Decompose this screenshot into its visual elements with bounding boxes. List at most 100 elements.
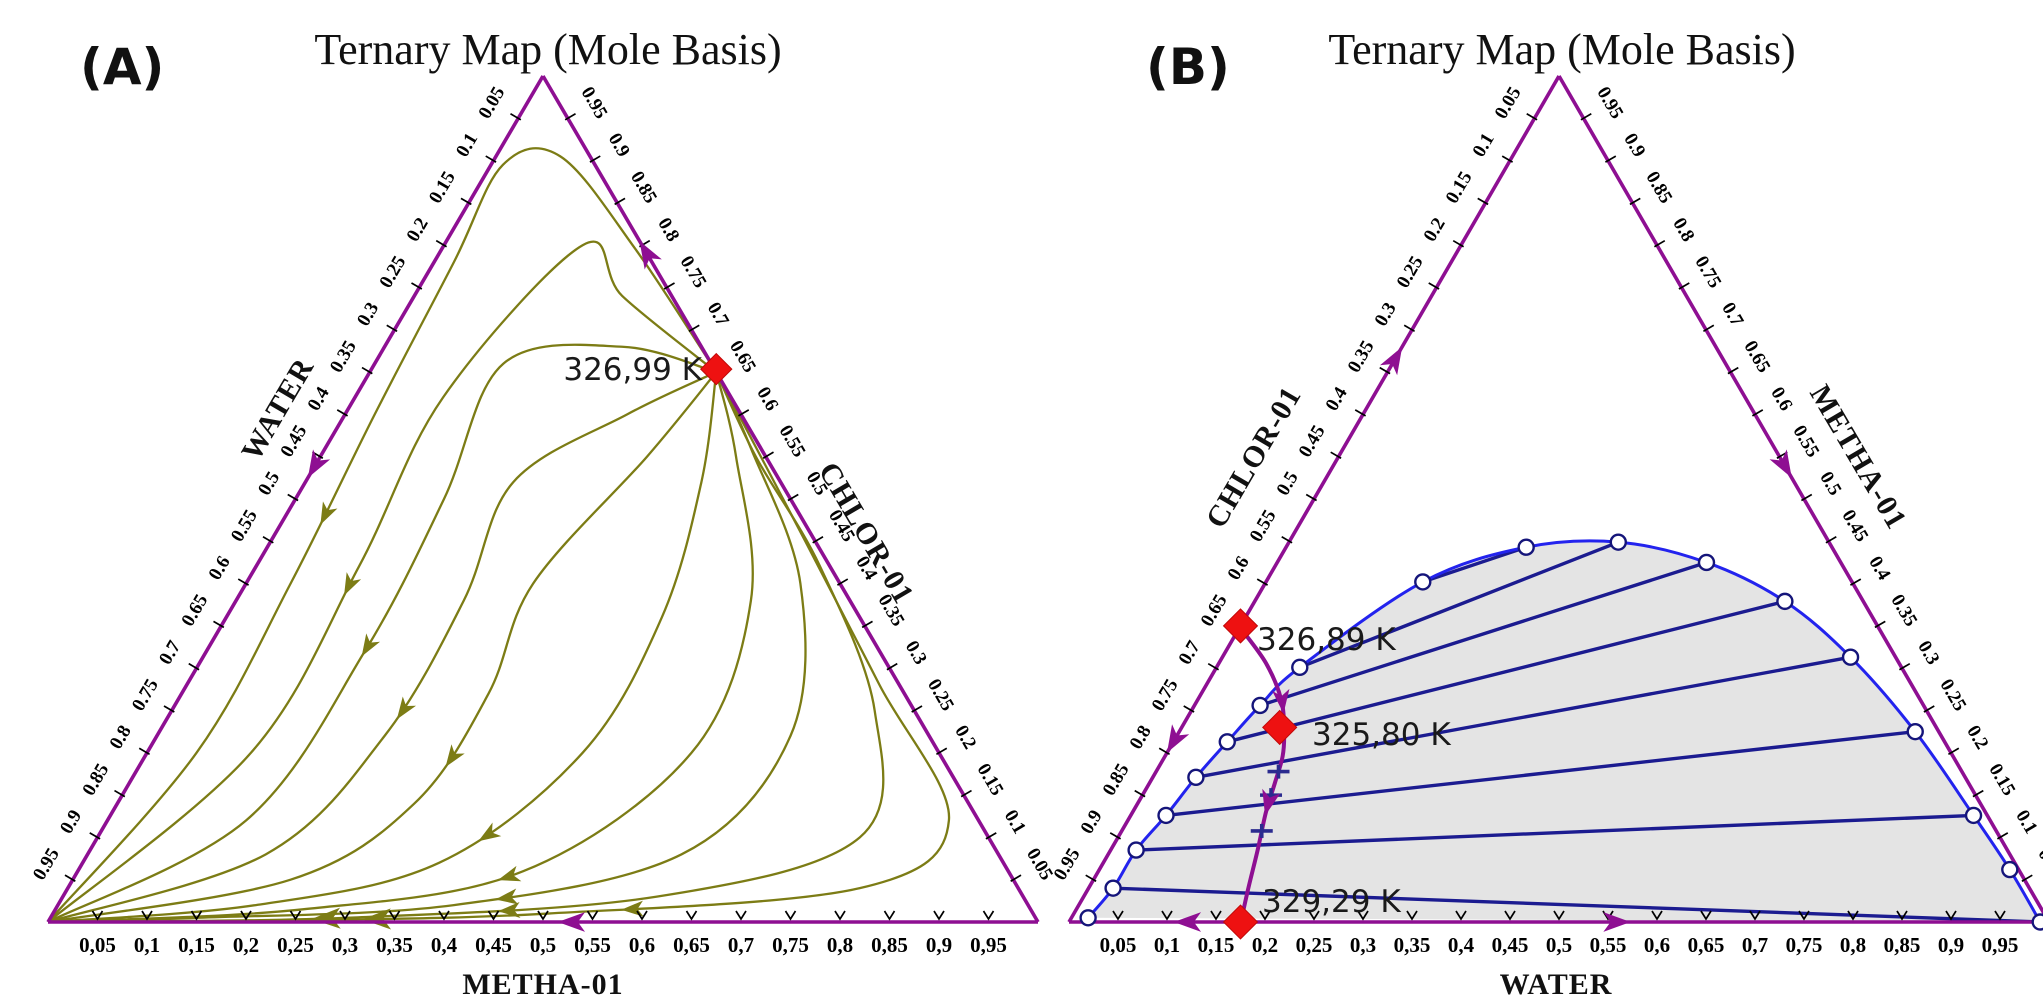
residue-curve-arrow	[478, 822, 502, 842]
tick-label: 0,4	[1448, 933, 1475, 957]
tick-mark	[188, 662, 200, 671]
tick-label: 0.95	[1592, 83, 1627, 122]
tick-label: 0,15	[178, 933, 215, 957]
tick-label: 0,4	[431, 933, 458, 957]
tick-mark	[1996, 832, 2009, 840]
tick-label: 0.7	[155, 637, 185, 669]
binodal-point	[1609, 533, 1627, 551]
ternary-panel-B: (B) Ternary Map (Mole Basis) 0.05 0.1 0.15…	[1050, 25, 2043, 1001]
tick-mark	[237, 578, 250, 586]
tick-label: 0,5	[530, 933, 556, 957]
tick-mark	[911, 705, 923, 713]
tick-mark	[688, 324, 700, 333]
tick-mark	[812, 536, 824, 544]
tick-mark	[190, 910, 203, 921]
tick-mark	[1825, 536, 1837, 544]
tick-mark	[663, 282, 675, 290]
binodal-point	[1517, 538, 1535, 556]
tick-label: 0.8	[106, 722, 136, 753]
tick-mark	[1452, 239, 1465, 248]
tick-mark	[1207, 662, 1220, 671]
tick-mark	[933, 910, 945, 921]
tick-mark	[1210, 910, 1222, 921]
tick-label: 0.9	[56, 806, 86, 837]
panel-a-title: Ternary Map (Mole Basis)	[314, 25, 781, 74]
tick-label: 0.35	[326, 337, 361, 376]
tick-label: 0.7	[703, 299, 733, 331]
binodal-point	[1414, 573, 1432, 591]
tick-label: 0,1	[1154, 933, 1180, 957]
binodal-point	[1841, 648, 1860, 666]
tick-mark	[586, 910, 599, 921]
tick-mark	[1629, 197, 1641, 206]
tick-mark	[982, 910, 995, 921]
two-phase-region-fill	[1088, 540, 2041, 922]
tie-line	[1165, 729, 1916, 818]
tick-label: 0.3	[1371, 299, 1401, 330]
tick-mark	[1678, 282, 1690, 290]
tick-mark	[1354, 409, 1367, 417]
tick-mark	[1604, 155, 1617, 163]
tick-mark	[1403, 324, 1416, 333]
tick-label: 0.6	[752, 383, 782, 414]
tick-label: 0,7	[728, 933, 754, 957]
tick-label: 0.35	[1886, 591, 1921, 630]
tick-label: 0.6	[1766, 384, 1796, 415]
tick-label: 0.8	[1668, 214, 1698, 245]
tick-label: 0.55	[775, 422, 810, 461]
tick-label: 0.2	[950, 722, 980, 753]
tick-label: 0,55	[574, 933, 611, 957]
tick-mark	[1849, 578, 1862, 586]
binodal-point	[1964, 806, 1983, 825]
panel-b-label: (B)	[1146, 38, 1230, 96]
tick-mark	[336, 409, 349, 417]
tick-mark	[614, 197, 626, 206]
tie-line	[1259, 560, 1708, 708]
tick-mark	[685, 910, 698, 921]
tick-label: 0,9	[926, 933, 952, 957]
tick-label: 0,95	[1982, 933, 2019, 957]
tick-mark	[589, 155, 601, 163]
tick-label: 0.75	[1148, 676, 1183, 715]
tick-mark	[1158, 747, 1171, 756]
tick-mark	[262, 536, 274, 544]
tick-label: 0,15	[1198, 933, 1235, 957]
tick-label: 0.1	[1469, 130, 1499, 161]
axis-direction-arrow	[307, 449, 331, 478]
residue-curve	[47, 371, 754, 924]
residue-curve	[47, 343, 717, 924]
residue-curve	[47, 240, 717, 923]
tick-label: 0.15	[1442, 168, 1477, 207]
tick-label: 0.05	[1022, 845, 1057, 884]
tick-label: 0,65	[673, 933, 710, 957]
tick-mark	[1553, 910, 1565, 921]
axis-direction-arrow	[557, 912, 586, 932]
residue-curve-arrow	[362, 908, 392, 930]
tick-label: 0,8	[1840, 933, 1866, 957]
binodal-point	[1697, 553, 1716, 572]
tick-mark	[636, 910, 648, 921]
tick-label: 0.7	[1175, 637, 1205, 669]
tick-label: 0.5	[1815, 468, 1845, 499]
binodal-point	[1157, 806, 1175, 825]
tick-label: 0.45	[1837, 506, 1872, 545]
tie-line	[1195, 655, 1851, 780]
tick-mark	[1134, 789, 1146, 798]
tick-label: 0.6	[1224, 553, 1254, 584]
azeotrope-label-b3: 329,29 K	[1262, 884, 1401, 920]
tick-label: 0,75	[1786, 933, 1823, 957]
tick-mark	[388, 910, 401, 921]
tick-mark	[213, 620, 225, 629]
residue-curve	[47, 371, 718, 924]
tick-label: 0.55	[1788, 422, 1823, 461]
tick-mark	[1281, 536, 1293, 544]
tick-mark	[1428, 282, 1440, 290]
tick-mark	[91, 910, 104, 921]
tick-mark	[1580, 113, 1592, 121]
tick-label: 0.95	[29, 845, 64, 884]
tick-mark	[1798, 910, 1810, 921]
tick-label: 0.25	[1393, 253, 1428, 292]
tick-label: 0,75	[772, 933, 809, 957]
tick-mark	[1477, 197, 1489, 206]
tick-mark	[1406, 910, 1418, 921]
